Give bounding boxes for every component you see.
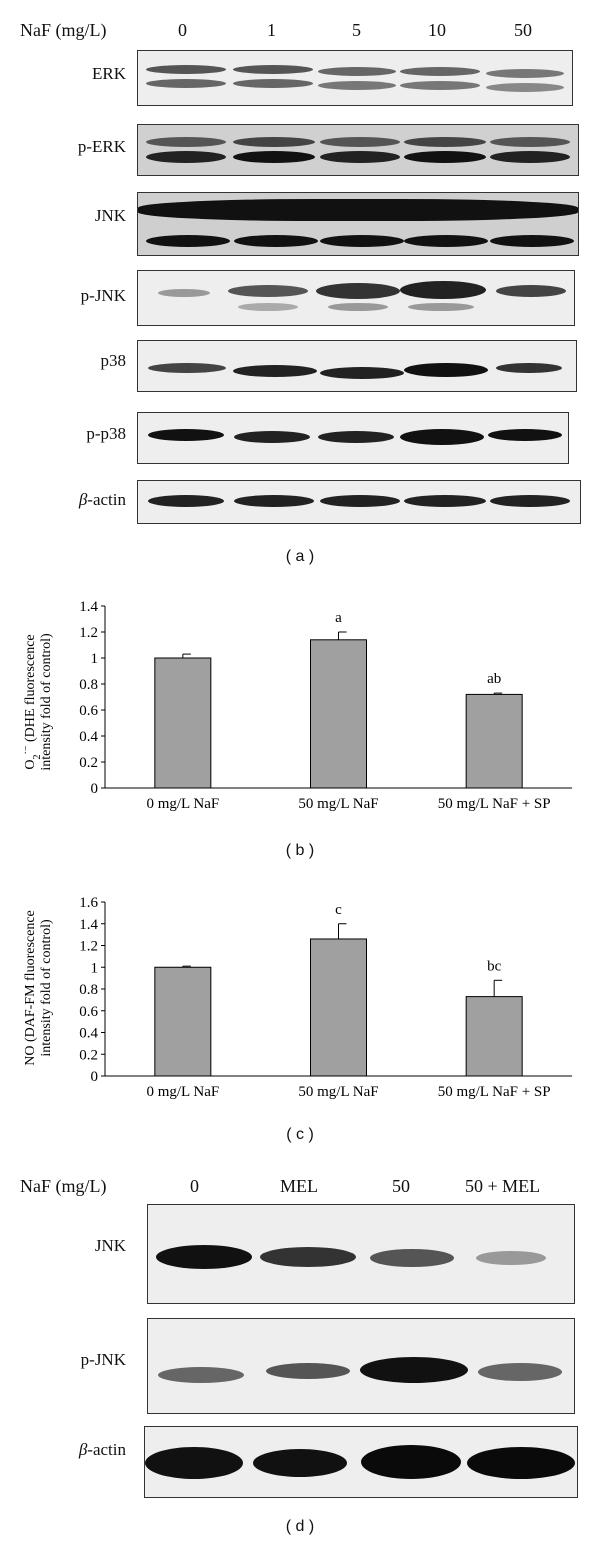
panel-c-ylabel-line2: intensity fold of control) (39, 919, 54, 1057)
c-ytick-label-3: 0.6 (79, 1004, 98, 1020)
c-ytick-label-0: 0 (91, 1069, 99, 1085)
panel-d-dose-0: 0 (190, 1176, 199, 1196)
panel-d-dose-3: 50 + MEL (465, 1176, 541, 1196)
panel-b-chart: O2·− (DHE fluorescence intensity fold of… (21, 599, 572, 812)
panel-a-dose-4: 50 (514, 20, 532, 40)
panel-a-header-label: NaF (mg/L) (20, 20, 107, 40)
b-ytick-label-3: 0.6 (79, 703, 98, 719)
panel-b-ylabel-sub: 2 (32, 755, 43, 760)
c-xtick-label-2: 50 mg/L NaF + SP (438, 1084, 551, 1100)
b-ytick-label-1: 0.2 (79, 755, 98, 771)
c-xtick-label-1: 50 mg/L NaF (298, 1084, 378, 1100)
panel-a-blot-erk (137, 50, 573, 106)
panel-a-dose-2: 5 (352, 20, 361, 40)
c-ytick-label-4: 0.8 (79, 982, 98, 998)
b-xtick-label-0: 0 mg/L NaF (146, 796, 219, 812)
b-ytick-label-2: 0.4 (79, 729, 98, 745)
panel-b-ylabel-prefix: O (23, 760, 38, 770)
panel-c-ylabel: NO (DAF-FM fluorescence intensity fold o… (23, 910, 54, 1066)
c-annotation-2: bc (487, 958, 502, 974)
panel-a-row-label-p-erk: p-ERK (77, 137, 126, 156)
panel-a-row-label-erk: ERK (92, 64, 126, 83)
b-xtick-label-2: 50 mg/L NaF + SP (438, 796, 551, 812)
c-bar-2 (465, 996, 523, 1077)
c-ytick-label-5: 1 (91, 960, 99, 976)
panel-a-blot-p-p38 (137, 412, 569, 464)
panel-d-blot-p-jnk (147, 1318, 575, 1414)
panel-b-ylabel-sup: ·− (21, 745, 32, 754)
panel-d-dose-2: 50 (392, 1176, 410, 1196)
c-bar-1 (310, 938, 367, 1077)
panel-b-ylabel-rest: (DHE fluorescence (23, 634, 38, 745)
c-bar-0 (154, 966, 212, 1077)
c-xtick-label-0: 0 mg/L NaF (146, 1084, 219, 1100)
panel-a-dose-3: 10 (428, 20, 446, 40)
b-bar-2 (465, 693, 523, 789)
c-ytick-label-6: 1.2 (79, 939, 98, 955)
c-ytick-label-7: 1.4 (79, 917, 98, 933)
b-ytick-label-0: 0 (91, 781, 99, 797)
b-annotation-2: ab (487, 671, 501, 687)
svg-text:O2·− (DHE fluorescence: O2·− (DHE fluorescence (21, 634, 43, 769)
c-ytick-label-2: 0.4 (79, 1026, 98, 1042)
panel-b-ylabel-line2: intensity fold of control) (39, 633, 54, 771)
panel-c-label: ( c ) (286, 1126, 314, 1143)
b-ytick-label-5: 1 (91, 651, 99, 667)
panel-d-dose-1: MEL (280, 1176, 318, 1196)
panel-d-blot-jnk (147, 1204, 575, 1304)
b-bar-0 (154, 657, 212, 789)
panel-a-row-label-jnk: JNK (94, 206, 126, 225)
b-bar-1 (310, 639, 367, 789)
panel-a-blot-p38 (137, 340, 577, 392)
panel-d-label: ( d ) (285, 1518, 315, 1535)
panel-d-row-label-jnk: JNK (94, 1236, 126, 1255)
b-ytick-label-7: 1.4 (79, 599, 98, 615)
panel-d-header-label: NaF (mg/L) (20, 1176, 107, 1196)
panel-a-blot-p-erk (137, 124, 579, 176)
panel-c-ylabel-line1: NO (DAF-FM fluorescence (23, 910, 38, 1066)
panel-d-row-label-p-jnk: p-JNK (80, 1350, 126, 1369)
b-ytick-label-6: 1.2 (79, 625, 98, 641)
panel-c-chart: NO (DAF-FM fluorescence intensity fold o… (23, 895, 572, 1100)
panel-a-blot-p-jnk (137, 270, 575, 326)
panel-d-blot-beta-actin (144, 1426, 578, 1498)
panel-a-row-label-p38: p38 (100, 351, 127, 370)
panel-d-row-label-beta-actin: β-actin (78, 1440, 126, 1459)
c-ytick-label-1: 0.2 (79, 1047, 98, 1063)
panel-a-row-label-p-p38: p-p38 (86, 424, 126, 443)
b-annotation-1: a (335, 610, 342, 626)
panel-a-row-label-beta-actin: β-actin (78, 490, 126, 509)
panel-a-dose-0: 0 (178, 20, 187, 40)
panel-a-label: ( a ) (285, 548, 315, 565)
panel-b-label: ( b ) (285, 842, 315, 859)
panel-a-row-label-p-jnk: p-JNK (80, 286, 126, 305)
c-ytick-label-8: 1.6 (79, 895, 98, 911)
b-ytick-label-4: 0.8 (79, 677, 98, 693)
panel-a-blot-beta-actin (137, 480, 581, 524)
panel-a-blot-jnk (137, 192, 579, 256)
panel-a-dose-1: 1 (267, 20, 276, 40)
c-annotation-1: c (335, 902, 342, 918)
b-xtick-label-1: 50 mg/L NaF (298, 796, 378, 812)
panel-b-ylabel: O2·− (DHE fluorescence intensity fold of… (21, 633, 55, 771)
